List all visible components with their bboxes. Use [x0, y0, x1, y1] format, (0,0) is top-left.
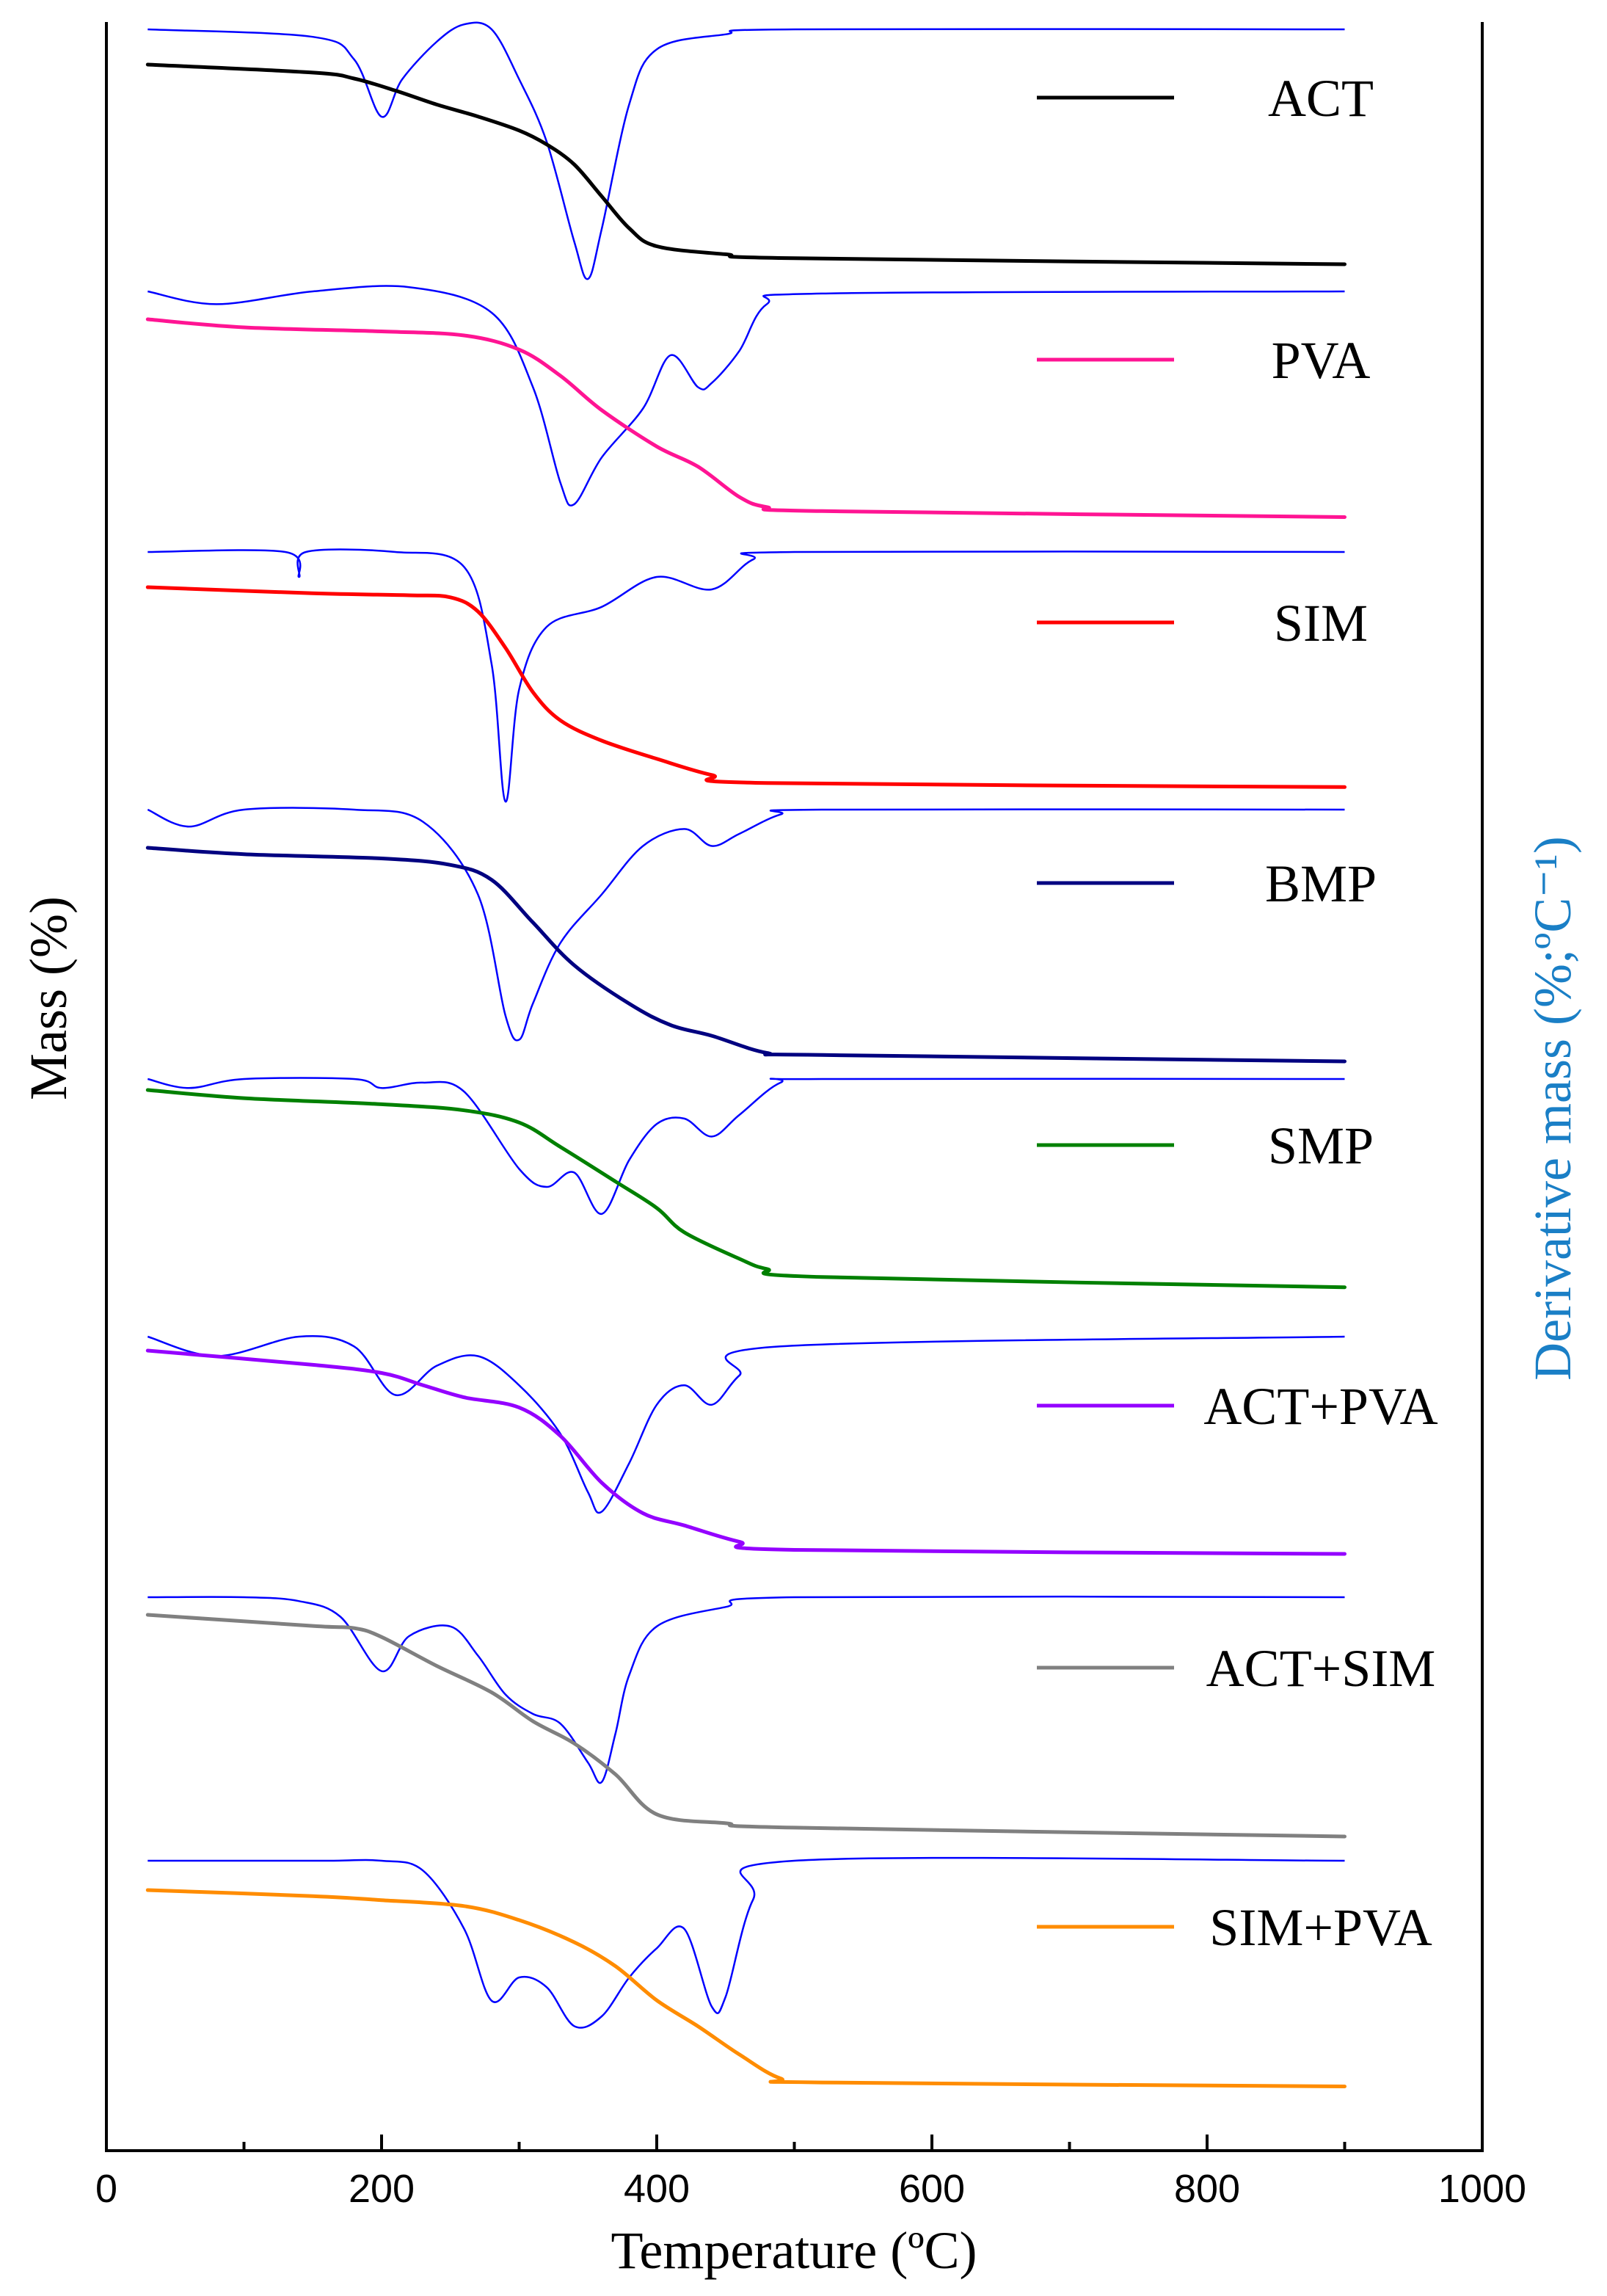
- y2-axis-title: Derivative mass (%;ºC⁻¹): [1523, 836, 1582, 1381]
- tg-curve-bmp: [145, 846, 1347, 1064]
- legend: ACT PVA SIM BMP SMP ACT+PVA ACT+SIM SIM+PVA: [1037, 69, 1438, 1957]
- x-tick-label-400: 400: [624, 2167, 690, 2211]
- plot-area: [145, 21, 1347, 2088]
- dtg-curve-bmp: [147, 807, 1345, 1042]
- tg-curve-pva: [145, 317, 1347, 519]
- x-tick-label-1000: 1000: [1438, 2167, 1526, 2211]
- y-axis-title: Mass (%): [19, 896, 78, 1100]
- tg-curve-sim-pva: [145, 1888, 1347, 2088]
- tg-curve-act-pva: [145, 1348, 1347, 1556]
- legend-label-sim-pva: SIM+PVA: [1209, 1898, 1432, 1957]
- tg-curve-smp: [145, 1088, 1347, 1290]
- tg-curve-sim: [145, 585, 1347, 789]
- dtg-curve-smp: [147, 1077, 1345, 1216]
- tg-curve-act-sim: [145, 1613, 1347, 1839]
- x-tick-label-600: 600: [899, 2167, 965, 2211]
- legend-label-act-sim: ACT+SIM: [1206, 1639, 1436, 1698]
- x-ticks: 0 200 400 600 800 1000: [95, 2135, 1526, 2211]
- dtg-curve-sim: [147, 548, 1345, 803]
- x-axis-title: Temperature (ºC): [611, 2221, 977, 2280]
- x-tick-label-200: 200: [349, 2167, 415, 2211]
- legend-label-act: ACT: [1268, 69, 1374, 128]
- dtg-curve-act-pva: [147, 1335, 1345, 1514]
- dtg-curve-sim-pva: [147, 1856, 1345, 2029]
- legend-label-smp: SMP: [1268, 1116, 1374, 1175]
- dtg-curve-act-sim: [147, 1595, 1345, 1784]
- legend-label-sim: SIM: [1274, 594, 1368, 653]
- legend-label-bmp: BMP: [1265, 854, 1377, 913]
- x-tick-label-0: 0: [95, 2167, 117, 2211]
- dtg-curve-pva: [147, 285, 1345, 506]
- dtg-curve-act: [147, 21, 1345, 280]
- x-tick-label-800: 800: [1174, 2167, 1240, 2211]
- tg-curve-act: [145, 62, 1347, 266]
- legend-label-pva: PVA: [1272, 331, 1371, 390]
- legend-label-act-pva: ACT+PVA: [1203, 1377, 1437, 1436]
